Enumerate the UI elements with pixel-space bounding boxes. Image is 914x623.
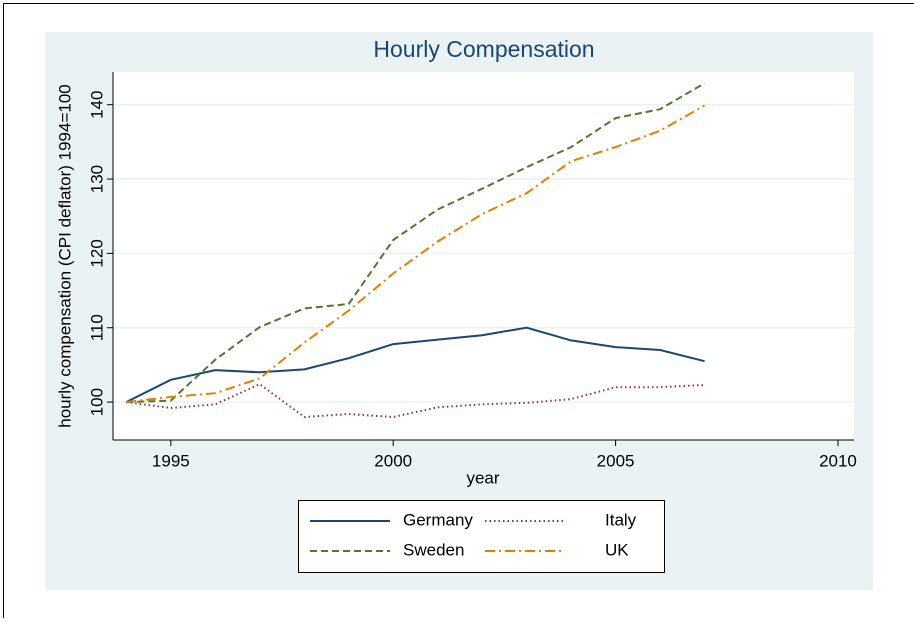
x-tick-label: 1995 bbox=[152, 451, 190, 470]
legend-label: Sweden bbox=[403, 540, 464, 559]
y-tick-label: 100 bbox=[87, 388, 106, 416]
y-tick-label: 140 bbox=[87, 91, 106, 119]
y-axis-label: hourly compensation (CPI deflator) 1994=… bbox=[55, 84, 74, 428]
x-tick-label: 2010 bbox=[819, 451, 857, 470]
x-tick-label: 2000 bbox=[374, 451, 412, 470]
x-tick-label: 2005 bbox=[597, 451, 635, 470]
chart-title: Hourly Compensation bbox=[373, 36, 594, 62]
y-tick-label: 120 bbox=[87, 239, 106, 267]
legend-label: Italy bbox=[605, 510, 637, 529]
legend-label: UK bbox=[605, 540, 629, 559]
y-tick-label: 110 bbox=[87, 314, 106, 341]
legend-label: Germany bbox=[403, 510, 473, 529]
plot-area bbox=[113, 72, 854, 440]
x-axis-label: year bbox=[466, 468, 499, 487]
y-tick-label: 130 bbox=[87, 165, 106, 193]
